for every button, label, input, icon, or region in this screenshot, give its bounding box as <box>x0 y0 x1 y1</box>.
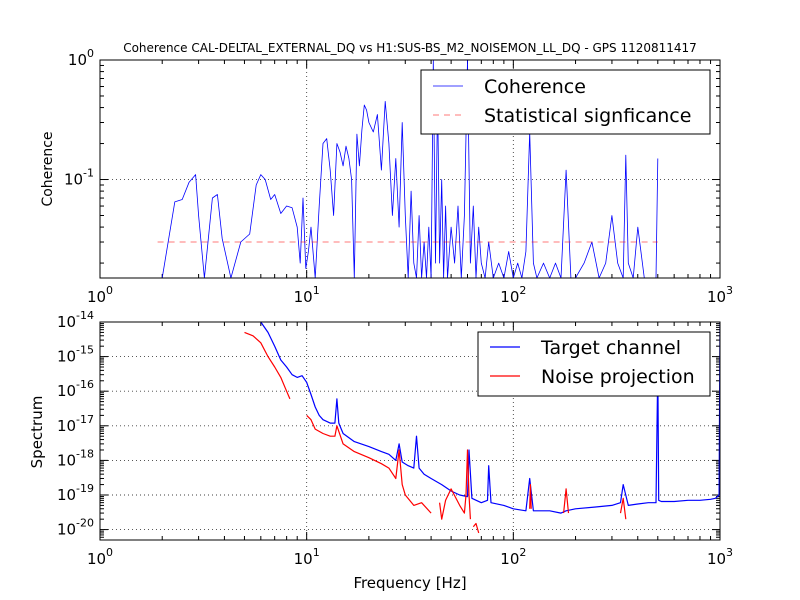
axis-ticks: 100 101 102 103 10-20 10-19 10-18 10-17 10-16 10-… <box>57 309 733 568</box>
legend: Coherence Statistical signficance <box>420 69 711 135</box>
y-tick-label: 100 <box>68 47 94 69</box>
y-axis-label: Coherence <box>40 131 56 206</box>
series-layer <box>157 60 659 278</box>
y-tick-label: 10-14 <box>57 309 94 331</box>
y-tick-label: 10-20 <box>57 517 94 539</box>
legend: Target channel Noise projection <box>477 331 711 397</box>
series-layer <box>244 322 720 534</box>
x-tick-label: 100 <box>87 284 113 306</box>
series-group <box>244 322 720 534</box>
y-tick-label: 10-17 <box>57 413 94 435</box>
legend-label-coherence: Coherence <box>484 76 586 98</box>
x-tick-label: 101 <box>294 284 320 306</box>
legend-label-target: Target channel <box>540 337 681 359</box>
plot-frame <box>99 59 721 279</box>
x-tick-label: 101 <box>294 546 320 568</box>
coherence-panel: Coherence CAL-DELTAL_EXTERNAL_DQ vs H1:S… <box>40 41 733 306</box>
x-tick-label: 103 <box>707 284 733 306</box>
series-line-noise-projection <box>244 331 627 534</box>
plot-frame <box>99 321 721 541</box>
legend-box <box>477 331 711 397</box>
legend-label-significance: Statistical signficance <box>484 105 691 127</box>
y-axis-label: Spectrum <box>28 396 46 469</box>
legend-box <box>420 69 711 135</box>
y-tick-label: 10-16 <box>57 378 94 400</box>
chart-title: Coherence CAL-DELTAL_EXTERNAL_DQ vs H1:S… <box>123 41 697 55</box>
y-tick-label: 10-18 <box>57 447 94 469</box>
y-tick-label: 10-15 <box>57 344 94 366</box>
x-tick-label: 103 <box>707 546 733 568</box>
x-tick-label: 100 <box>87 546 113 568</box>
series-group <box>157 60 659 278</box>
y-tick-label: 10-1 <box>64 167 94 189</box>
x-tick-label: 102 <box>500 284 526 306</box>
spectrum-panel: Frequency [Hz] Spectrum 100 101 102 103 10-2… <box>28 309 733 592</box>
x-axis-label: Frequency [Hz] <box>353 574 466 592</box>
series-line-coherence <box>161 60 659 278</box>
series-line-target-channel <box>260 322 720 514</box>
x-tick-label: 102 <box>500 546 526 568</box>
legend-label-noise: Noise projection <box>541 366 695 388</box>
y-tick-label: 10-19 <box>57 482 94 504</box>
